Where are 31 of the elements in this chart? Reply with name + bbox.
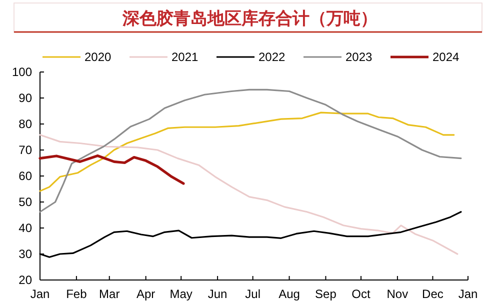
y-tick-label: 60	[18, 169, 32, 183]
y-tick-label: 50	[18, 195, 32, 209]
x-tick-label: Nov	[386, 287, 408, 301]
y-tick-label: 20	[18, 273, 32, 287]
x-tick-label: Oct	[352, 287, 371, 301]
line-series	[39, 134, 458, 255]
line-series	[38, 154, 185, 185]
chart-title: 深色胶青岛地区库存合计（万吨）	[122, 9, 378, 28]
y-tick-label: 30	[18, 247, 32, 261]
legend-label: 2024	[432, 50, 460, 64]
line-series	[39, 88, 462, 213]
x-tick-label: Aug	[278, 287, 300, 301]
y-tick-label: 40	[18, 221, 32, 235]
x-tick-label: Jul	[245, 287, 260, 301]
x-tick-label: May	[170, 287, 192, 301]
x-tick-label: Mar	[99, 287, 120, 301]
x-tick-label: Apr	[136, 287, 156, 301]
legend-label: 2023	[346, 50, 373, 64]
x-tick-label: Jun	[208, 287, 228, 301]
y-tick-label: 70	[18, 143, 32, 157]
y-tick-label: 80	[18, 117, 32, 131]
y-tick-label: 100	[12, 65, 32, 79]
legend-label: 2021	[172, 50, 199, 64]
x-tick-label: Dec	[422, 287, 444, 301]
y-tick-label: 90	[18, 91, 32, 105]
legend-label: 2020	[84, 50, 112, 64]
x-tick-label: Feb	[66, 287, 88, 301]
legend-label: 2022	[258, 50, 286, 64]
line-series	[39, 112, 455, 192]
x-tick-label: Jan	[30, 287, 50, 301]
x-tick-label: Sep	[315, 287, 337, 301]
